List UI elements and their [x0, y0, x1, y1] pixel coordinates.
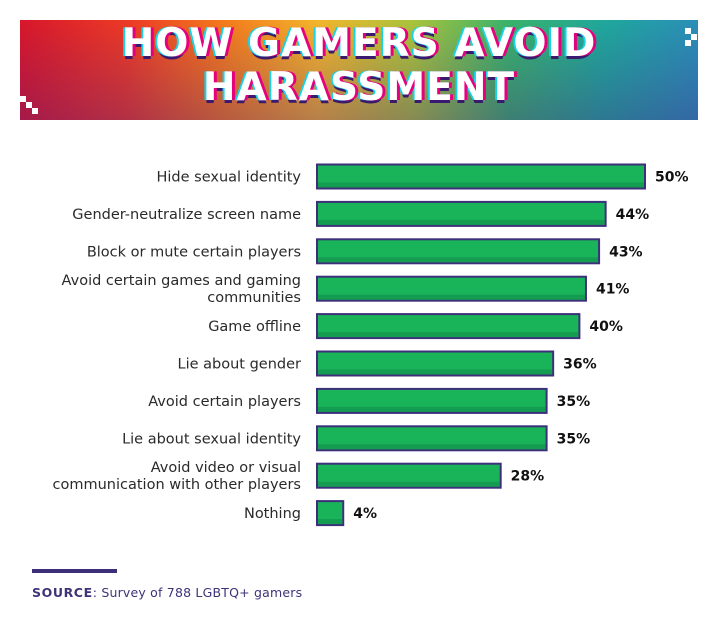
- bar-shade: [318, 182, 644, 188]
- pixel-decoration-icon: [20, 96, 26, 102]
- bar-shade: [318, 406, 546, 412]
- category-label: Lie about gender: [178, 357, 302, 373]
- bar-shade: [318, 481, 500, 487]
- bar-group: Lie about gender 36%: [178, 350, 597, 377]
- value-label: 50%: [655, 170, 689, 186]
- category-label: Avoid certain players: [148, 394, 301, 410]
- value-label: 36%: [563, 357, 597, 373]
- bar-group: Avoid certain players 35%: [148, 387, 591, 414]
- pixel-decoration-icon: [691, 34, 697, 40]
- bar-group: Avoid certain games and gamingcommunitie…: [62, 273, 630, 306]
- bar-shade: [318, 294, 585, 300]
- value-label: 41%: [596, 282, 630, 298]
- category-label: Avoid certain games and gaming: [62, 273, 301, 289]
- value-label: 28%: [511, 469, 545, 485]
- category-label: Game offline: [208, 319, 301, 335]
- pixel-decoration-icon: [26, 102, 32, 108]
- pixel-decoration-icon: [32, 108, 38, 114]
- bar-shade: [318, 369, 553, 375]
- bar-group: Gender-neutralize screen name 44%: [72, 200, 650, 227]
- category-label: Avoid video or visual: [151, 460, 301, 476]
- bar-shade: [318, 219, 605, 225]
- source-divider: [32, 569, 117, 573]
- chart-title: HOW GAMERS AVOID HARASSMENT: [20, 22, 698, 110]
- bar-shade: [318, 519, 343, 525]
- source-note: SOURCE: Survey of 788 LGBTQ+ gamers: [32, 585, 302, 600]
- bar-group: Nothing 4%: [244, 500, 377, 527]
- value-label: 40%: [589, 319, 623, 335]
- category-label: communities: [207, 290, 301, 306]
- value-label: 43%: [609, 244, 643, 260]
- value-label: 44%: [616, 207, 650, 223]
- bar-group: Lie about sexual identity 35%: [122, 425, 591, 452]
- title-banner: HOW GAMERS AVOID HARASSMENT: [20, 20, 698, 120]
- bar-shade: [318, 332, 579, 338]
- chart-title-line-2: HARASSMENT: [202, 65, 516, 110]
- bar-chart: Hide sexual identity 50% Gender-neutralize…: [53, 163, 689, 527]
- bar-shade: [318, 444, 546, 450]
- category-label: communication with other players: [53, 477, 302, 493]
- category-label: Gender-neutralize screen name: [72, 207, 301, 223]
- source-label: SOURCE: [32, 585, 93, 600]
- bar-group: Block or mute certain players 43%: [87, 238, 643, 265]
- pixel-decoration-icon: [685, 28, 691, 34]
- value-label: 35%: [557, 394, 591, 410]
- category-label: Hide sexual identity: [156, 170, 301, 186]
- bar-shade: [318, 257, 599, 263]
- category-label: Lie about sexual identity: [122, 431, 301, 447]
- bar-group: Hide sexual identity 50%: [156, 163, 689, 190]
- source-text: Survey of 788 LGBTQ+ gamers: [101, 585, 303, 600]
- pixel-decoration-icon: [685, 40, 691, 46]
- category-label: Nothing: [244, 506, 301, 522]
- value-label: 4%: [353, 506, 377, 522]
- value-label: 35%: [557, 431, 591, 447]
- bar-group: Game offline 40%: [208, 313, 623, 340]
- category-label: Block or mute certain players: [87, 244, 301, 260]
- chart-title-line-1: HOW GAMERS AVOID: [121, 21, 597, 66]
- source-colon: :: [92, 585, 102, 600]
